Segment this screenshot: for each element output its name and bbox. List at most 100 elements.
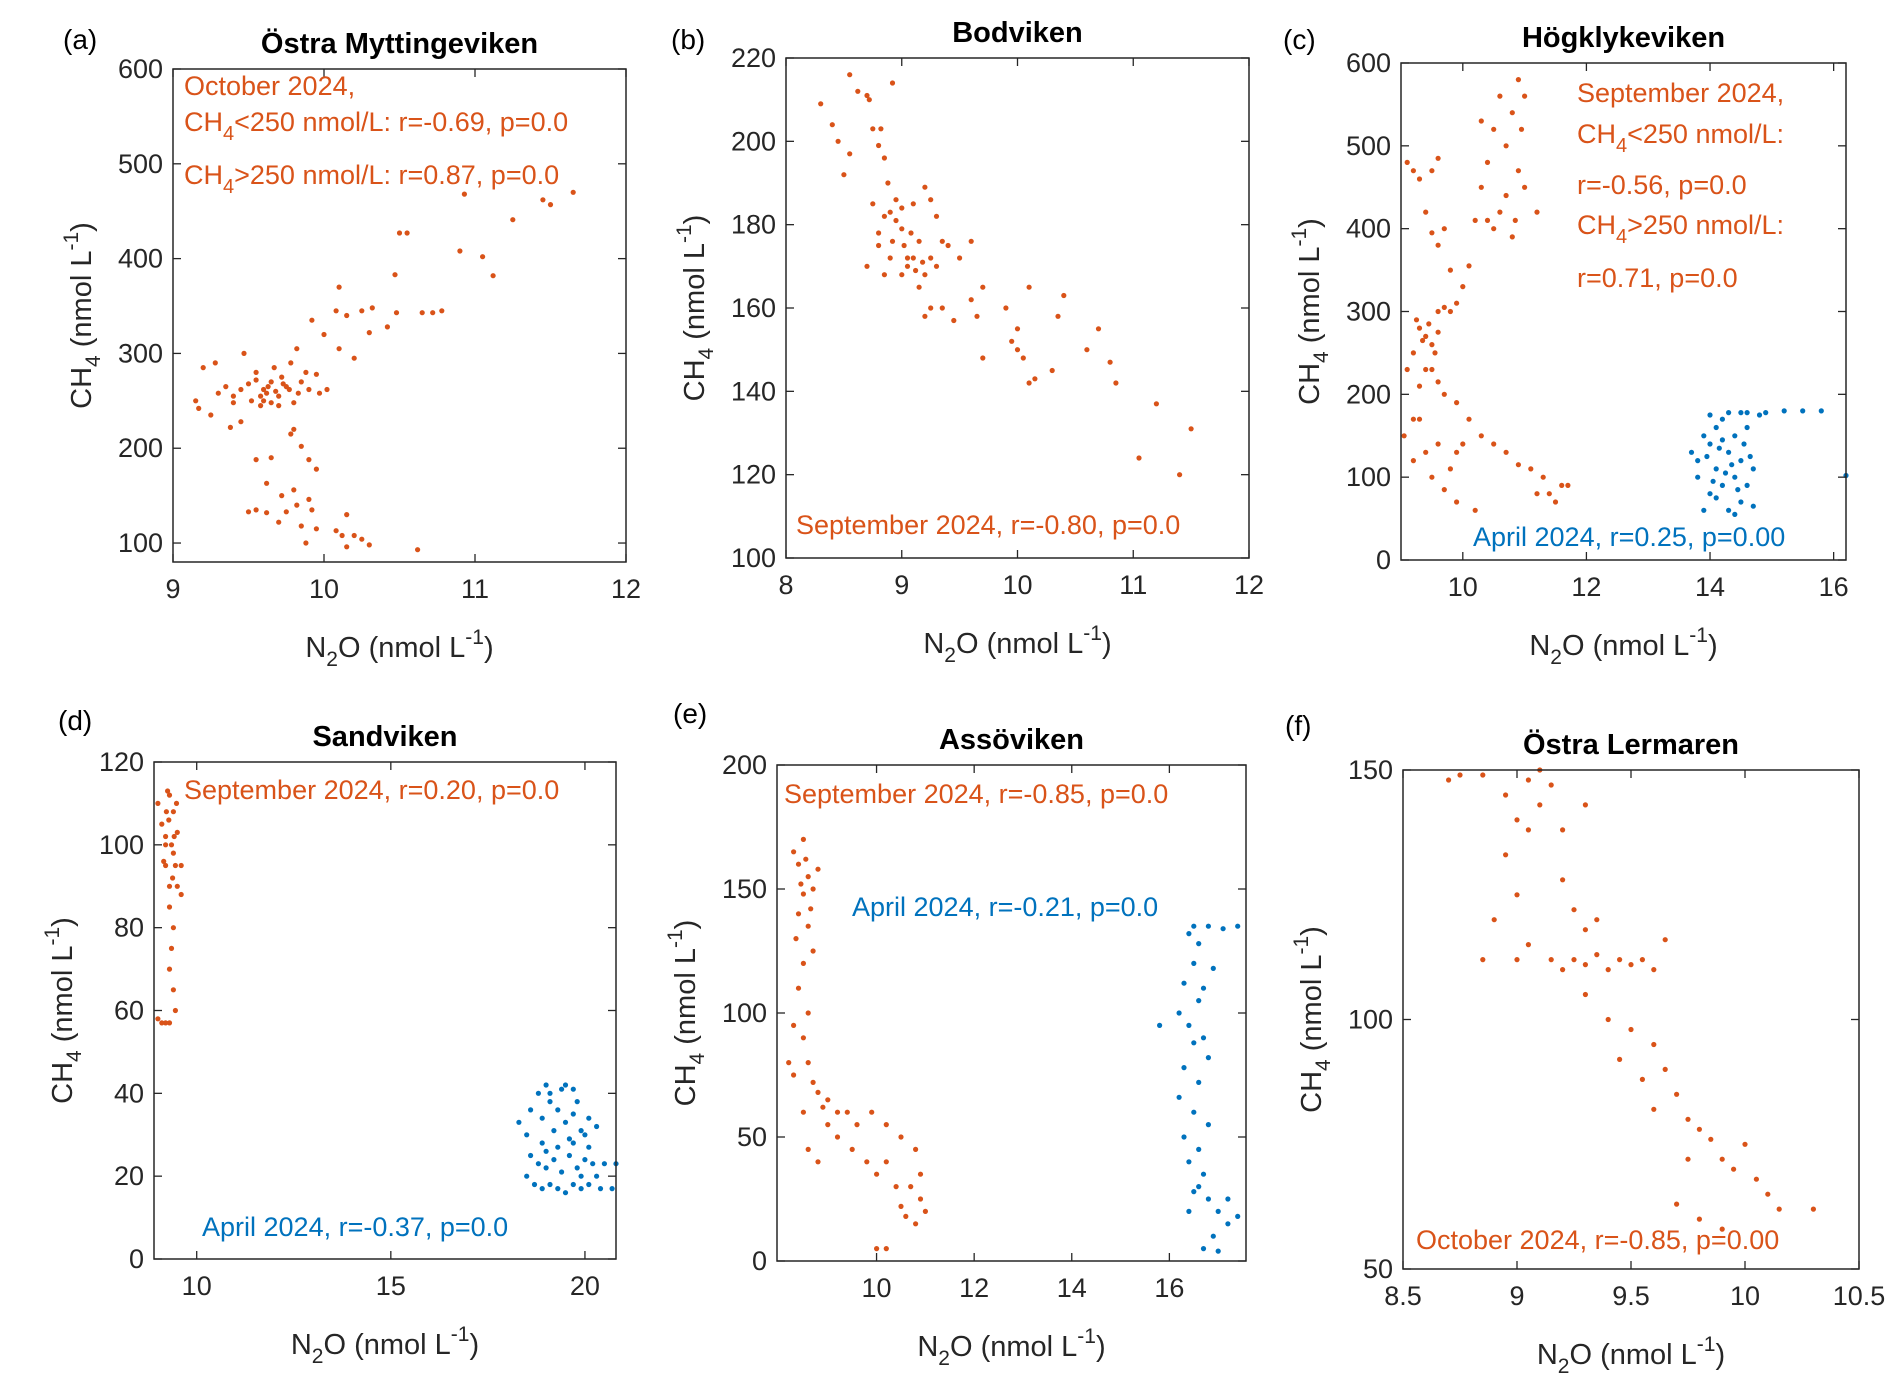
data-point xyxy=(212,360,218,366)
data-point xyxy=(1423,366,1429,373)
data-point xyxy=(1713,466,1719,472)
label-subscript: 4 xyxy=(1312,1059,1335,1071)
y-tick-label: 300 xyxy=(1346,297,1391,327)
label-subscript: 4 xyxy=(1310,351,1333,363)
data-point xyxy=(306,386,312,393)
data-point xyxy=(309,507,315,513)
data-point xyxy=(1716,445,1722,451)
label-text: CH xyxy=(1296,1071,1328,1113)
data-point xyxy=(543,1148,549,1154)
data-point xyxy=(1186,931,1192,937)
data-point xyxy=(1719,437,1725,443)
data-point xyxy=(280,381,286,387)
data-point xyxy=(1107,359,1113,365)
data-point xyxy=(1515,462,1521,468)
data-point xyxy=(889,80,896,86)
data-point xyxy=(834,1134,841,1140)
y-tick-label: 60 xyxy=(114,996,144,1026)
data-point xyxy=(396,230,403,236)
label-superscript: -1 xyxy=(60,232,83,251)
data-point xyxy=(1732,433,1738,439)
data-point xyxy=(1429,230,1435,236)
annotation-orange: r=0.71, p=0.0 xyxy=(1577,263,1738,293)
data-point xyxy=(283,509,289,515)
label-subscript: 2 xyxy=(944,644,956,667)
data-point xyxy=(163,842,169,848)
data-point xyxy=(264,390,270,396)
data-point xyxy=(1571,907,1577,913)
x-tick-label: 16 xyxy=(1819,572,1849,602)
data-point xyxy=(815,1159,821,1165)
label-text: ) xyxy=(1096,1331,1106,1363)
x-tick-label: 10 xyxy=(862,1273,892,1303)
data-point xyxy=(1196,941,1202,947)
label-text: CH xyxy=(1294,363,1326,405)
label-text: ) xyxy=(1102,628,1112,660)
data-point xyxy=(791,1022,797,1028)
data-point xyxy=(1235,1213,1241,1219)
data-point xyxy=(524,1173,530,1179)
data-point xyxy=(957,255,963,261)
data-point xyxy=(298,523,304,529)
panel-title: Bodviken xyxy=(952,17,1083,49)
data-point xyxy=(1491,126,1497,132)
data-point xyxy=(1525,777,1531,783)
data-point xyxy=(1651,1106,1657,1112)
data-point xyxy=(866,97,872,103)
y-tick-label: 100 xyxy=(118,528,163,558)
data-point xyxy=(889,238,896,244)
series-orange xyxy=(155,788,184,1026)
data-point xyxy=(876,142,882,149)
data-point xyxy=(369,305,375,311)
label-text: N xyxy=(923,628,944,660)
y-tick-label: 120 xyxy=(731,460,776,490)
annotation-text: CH xyxy=(184,107,223,137)
data-point xyxy=(864,1159,870,1165)
data-point xyxy=(172,1007,178,1014)
label-text: N xyxy=(1529,630,1550,662)
data-point xyxy=(547,1181,553,1188)
data-point xyxy=(1472,507,1478,513)
label-text: ) xyxy=(1294,218,1326,228)
data-point xyxy=(163,862,169,869)
data-point xyxy=(893,197,899,203)
data-point xyxy=(268,455,274,461)
label-text: O (nmol L xyxy=(338,632,465,664)
y-tick-label: 200 xyxy=(722,750,767,780)
data-point xyxy=(1061,292,1067,299)
data-point xyxy=(539,1186,545,1192)
data-point xyxy=(392,272,398,278)
data-point xyxy=(1435,308,1441,315)
data-point xyxy=(893,217,899,224)
data-point xyxy=(1732,474,1738,480)
data-point xyxy=(870,201,876,207)
data-point xyxy=(1571,957,1577,963)
data-point xyxy=(430,310,436,316)
data-point xyxy=(295,390,301,396)
data-point xyxy=(1420,337,1426,344)
data-point xyxy=(291,487,297,493)
data-point xyxy=(321,331,327,338)
data-point xyxy=(1410,416,1416,422)
data-point xyxy=(980,355,986,361)
data-point xyxy=(874,1246,880,1252)
data-point xyxy=(1731,1166,1737,1172)
data-point xyxy=(1404,159,1410,165)
data-point xyxy=(878,126,884,132)
data-point xyxy=(1480,957,1486,963)
data-point xyxy=(1525,827,1531,833)
data-point xyxy=(1491,226,1497,232)
x-axis-label: N2O (nmol L-1) xyxy=(1537,1333,1725,1378)
data-point xyxy=(155,800,161,807)
data-point xyxy=(1416,383,1423,389)
data-point xyxy=(555,1144,561,1150)
y-tick-label: 200 xyxy=(118,433,163,463)
data-point xyxy=(1582,991,1588,998)
label-text: O (nmol L xyxy=(1562,630,1689,662)
data-point xyxy=(1497,93,1503,99)
data-point xyxy=(1032,376,1038,382)
data-point xyxy=(1628,962,1634,968)
data-point xyxy=(864,92,870,99)
data-point xyxy=(1205,1196,1211,1202)
data-point xyxy=(1191,1109,1197,1115)
